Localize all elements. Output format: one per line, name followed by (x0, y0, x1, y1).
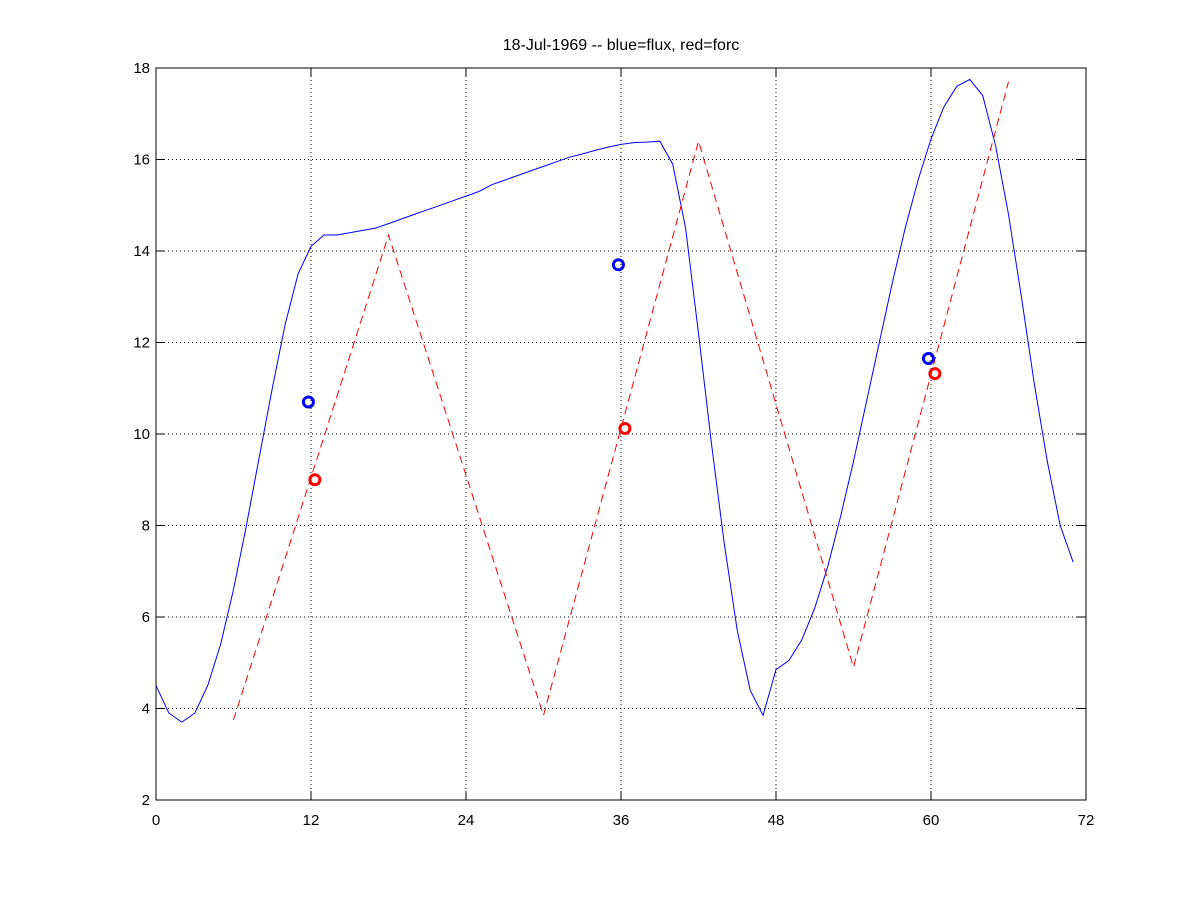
forc-marker-point (618, 422, 632, 436)
y-tick-label: 16 (133, 152, 150, 169)
y-tick-label: 14 (133, 243, 150, 260)
y-tick-label: 4 (142, 701, 150, 718)
chart-title: 18-Jul-1969 -- blue=flux, red=forc (503, 37, 740, 54)
x-tick-label: 36 (613, 812, 630, 829)
y-tick-label: 8 (142, 518, 150, 535)
y-tick-label: 10 (133, 426, 150, 443)
forc-marker-point (308, 473, 322, 487)
plot-series (155, 78, 1074, 723)
flux-series-line (155, 78, 1074, 723)
flux-marker-point (301, 395, 315, 409)
y-tick-label: 18 (133, 60, 150, 77)
x-tick-label: 60 (923, 812, 940, 829)
x-tick-label: 24 (458, 812, 475, 829)
y-tick-label: 6 (142, 609, 150, 626)
x-tick-label: 72 (1078, 812, 1095, 829)
x-tick-label: 12 (303, 812, 320, 829)
x-tick-label: 0 (152, 812, 160, 829)
grid-lines (156, 68, 1086, 800)
y-tick-label: 2 (142, 792, 150, 809)
flux-marker-point (611, 258, 625, 272)
flux-marker-point (921, 352, 935, 366)
y-tick-label: 12 (133, 335, 150, 352)
x-tick-label: 48 (768, 812, 785, 829)
forc-marker-point (928, 367, 942, 381)
plot-markers (301, 258, 942, 487)
